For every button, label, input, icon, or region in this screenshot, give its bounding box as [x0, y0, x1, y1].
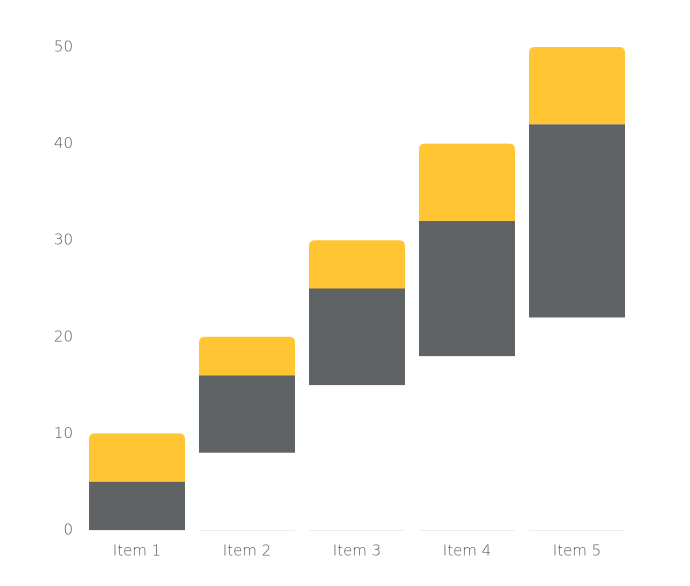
- y-tick-label: 30: [54, 231, 73, 249]
- bar-offset: [419, 356, 515, 530]
- bar-segment: [529, 47, 625, 125]
- y-tick-label: 0: [63, 521, 73, 539]
- bar-segment: [89, 433, 185, 482]
- bar-offset: [199, 453, 295, 530]
- bar-segment: [309, 240, 405, 289]
- y-tick-label: 40: [54, 134, 73, 152]
- y-tick-label: 10: [54, 424, 73, 442]
- bar-segment: [419, 220, 515, 357]
- bar-segment: [419, 143, 515, 221]
- y-tick-label: 50: [54, 38, 73, 56]
- bar-segment: [309, 288, 405, 386]
- y-tick-label: 20: [54, 327, 73, 345]
- bar-segment: [529, 124, 625, 318]
- bar-offset: [529, 317, 625, 530]
- x-tick-label: Item 1: [113, 542, 161, 560]
- x-tick-label: Item 3: [333, 542, 381, 560]
- bar-segment: [89, 481, 185, 530]
- bar-offset: [309, 385, 405, 530]
- x-tick-label: Item 4: [443, 542, 491, 560]
- x-tick-label: Item 5: [553, 542, 601, 560]
- bar-segment: [199, 336, 295, 376]
- bar-segment: [199, 375, 295, 453]
- x-tick-label: Item 2: [223, 542, 271, 560]
